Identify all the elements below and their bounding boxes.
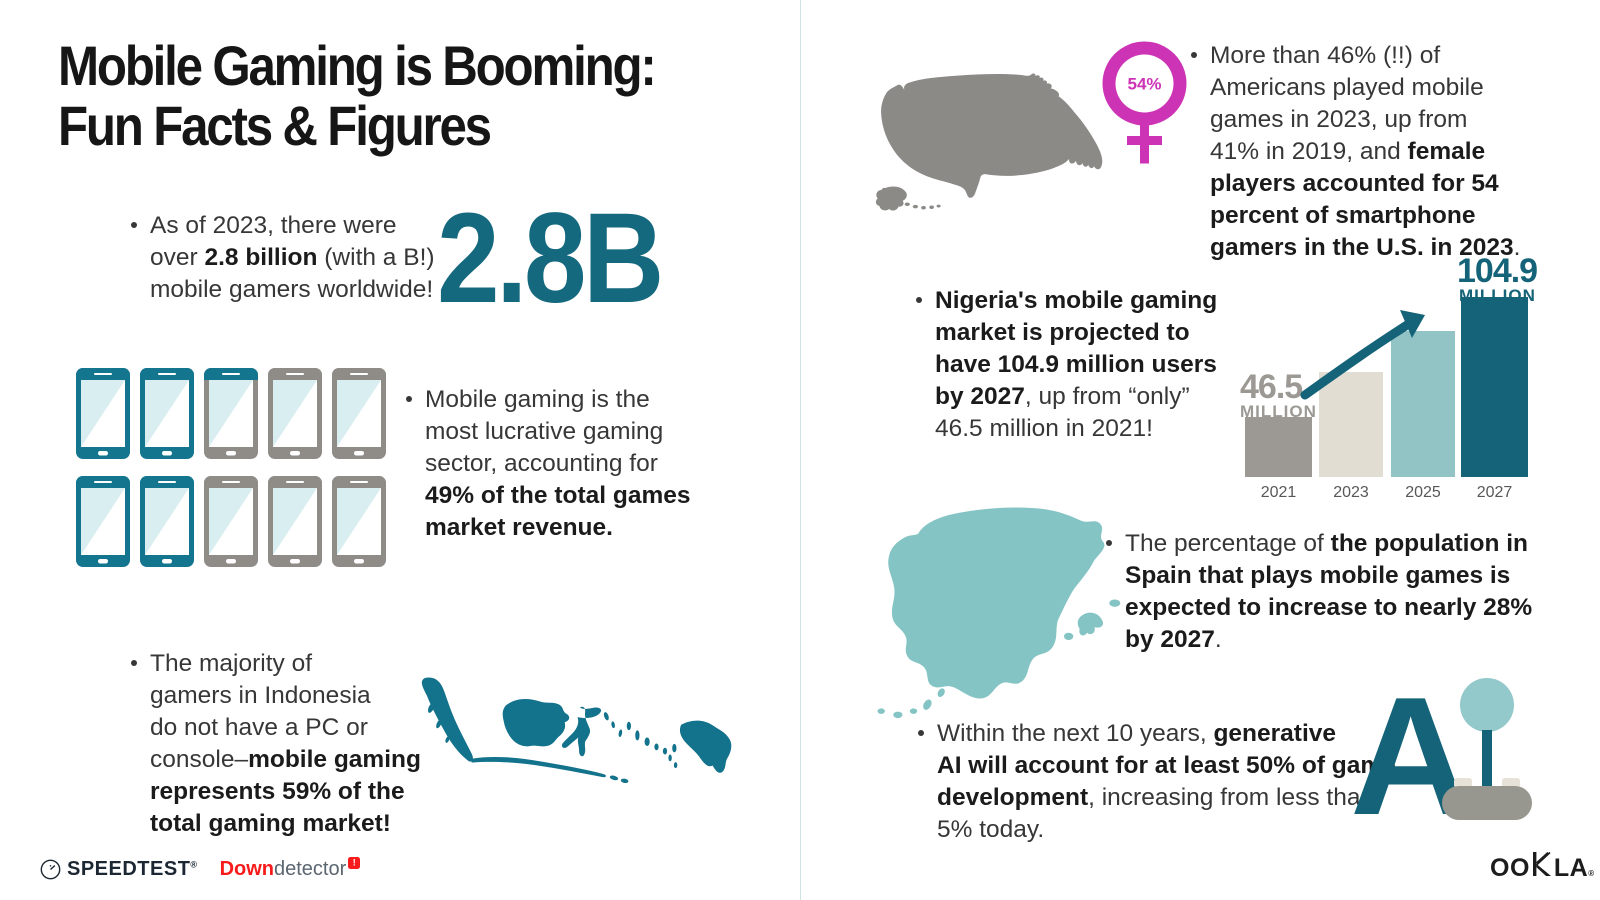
svg-text:54%: 54%	[1127, 75, 1161, 94]
